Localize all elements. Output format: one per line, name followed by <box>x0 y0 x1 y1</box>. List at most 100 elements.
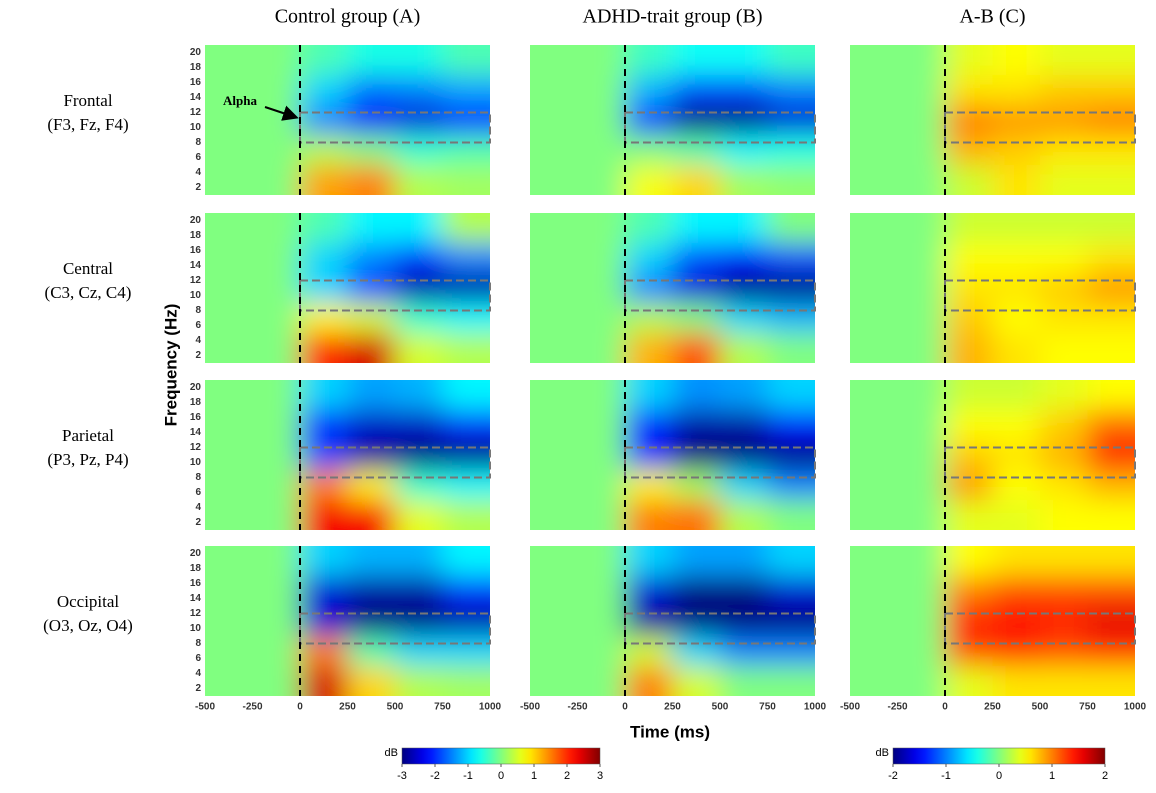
heatmap-cell <box>1087 135 1135 165</box>
heatmap-cell <box>992 243 1040 273</box>
heatmap-cell <box>897 135 945 165</box>
heatmap-cell <box>395 576 443 606</box>
heatmap-cell <box>992 606 1040 636</box>
x-axis-label: Time (ms) <box>630 722 710 741</box>
heatmap-cell <box>992 380 1040 410</box>
heatmap-cell <box>1087 273 1135 303</box>
heatmap-cell <box>1040 470 1088 500</box>
heatmap-cell <box>530 636 578 666</box>
heatmap-cell <box>530 165 578 195</box>
heatmap-cell <box>625 440 673 470</box>
heatmap-cell <box>252 273 300 303</box>
x-tick-label: 1000 <box>804 702 827 713</box>
heatmap-cell <box>897 333 945 363</box>
heatmap-cell <box>205 410 253 440</box>
heatmap-cell <box>347 303 395 333</box>
y-tick-label: 14 <box>190 260 202 271</box>
heatmap-cell <box>945 636 993 666</box>
heatmap-cell <box>1087 243 1135 273</box>
heatmap-cell <box>672 666 720 696</box>
heatmap-cell <box>850 165 898 195</box>
heatmap-cell <box>625 546 673 576</box>
row-label: (F3, Fz, F4) <box>47 115 128 134</box>
heatmap-cell <box>897 666 945 696</box>
heatmap-cell <box>205 666 253 696</box>
y-tick-label: 10 <box>190 623 202 634</box>
heatmap-cell <box>945 666 993 696</box>
heatmap-cell <box>945 45 993 75</box>
colorbar-tick-label: 2 <box>564 770 570 782</box>
heatmap-cell <box>720 576 768 606</box>
heatmap-cell <box>1087 500 1135 530</box>
heatmap-cell <box>850 546 898 576</box>
heatmap-cell <box>945 500 993 530</box>
heatmap-cell <box>992 500 1040 530</box>
x-tick-label: -250 <box>242 702 262 713</box>
heatmap-cell <box>767 666 815 696</box>
heatmap-cell <box>672 45 720 75</box>
y-tick-label: 20 <box>190 382 202 393</box>
heatmap-cell <box>672 576 720 606</box>
heatmap-cell <box>300 606 348 636</box>
heatmap-cell <box>767 440 815 470</box>
heatmap-cell <box>395 636 443 666</box>
heatmap-cell <box>767 273 815 303</box>
panel <box>850 546 1135 696</box>
heatmap-cell <box>442 410 490 440</box>
y-tick-label: 14 <box>190 92 202 103</box>
y-tick-label: 18 <box>190 563 202 574</box>
heatmap-cell <box>530 105 578 135</box>
heatmap-cell <box>767 636 815 666</box>
heatmap-cell <box>850 576 898 606</box>
heatmap-cell <box>1087 45 1135 75</box>
heatmap-cell <box>1040 75 1088 105</box>
heatmap-cell <box>992 440 1040 470</box>
heatmap-cell <box>252 333 300 363</box>
y-tick-label: 18 <box>190 62 202 73</box>
colorbar-tick-label: -1 <box>941 770 951 782</box>
heatmap-cell <box>625 606 673 636</box>
heatmap-cell <box>205 213 253 243</box>
heatmap-cell <box>205 470 253 500</box>
x-tick-label: 1000 <box>479 702 502 713</box>
heatmap-cell <box>850 333 898 363</box>
heatmap-cell <box>767 333 815 363</box>
heatmap-cell <box>625 333 673 363</box>
heatmap-cell <box>577 576 625 606</box>
heatmap-cell <box>300 303 348 333</box>
heatmap-cell <box>992 303 1040 333</box>
alpha-box <box>944 279 1136 312</box>
heatmap-cell <box>672 273 720 303</box>
heatmap-cell <box>577 105 625 135</box>
heatmap-cell <box>252 470 300 500</box>
y-tick-label: 12 <box>190 608 202 619</box>
heatmap-cell <box>672 500 720 530</box>
y-tick-label: 2 <box>195 182 201 193</box>
alpha-box <box>624 446 816 479</box>
heatmap-cell <box>300 243 348 273</box>
heatmap-cell <box>1040 105 1088 135</box>
heatmap-cells <box>850 380 1135 530</box>
heatmap-cell <box>205 380 253 410</box>
x-tick-label: -250 <box>567 702 587 713</box>
heatmap-cell <box>945 333 993 363</box>
heatmap-cell <box>395 333 443 363</box>
heatmap-cell <box>992 273 1040 303</box>
y-tick-label: 16 <box>190 412 202 423</box>
heatmap-cell <box>442 470 490 500</box>
heatmap-cell <box>850 500 898 530</box>
heatmap-cell <box>767 165 815 195</box>
heatmap-cell <box>395 380 443 410</box>
heatmap-cell <box>945 273 993 303</box>
heatmap-cell <box>577 500 625 530</box>
heatmap-cell <box>300 636 348 666</box>
heatmap-cell <box>850 606 898 636</box>
heatmap-cell <box>577 333 625 363</box>
heatmap-cell <box>395 45 443 75</box>
heatmap-cell <box>205 273 253 303</box>
heatmap-cell <box>720 45 768 75</box>
heatmap-cell <box>672 606 720 636</box>
heatmap-cell <box>300 380 348 410</box>
heatmap-cell <box>300 165 348 195</box>
heatmap-cell <box>395 165 443 195</box>
